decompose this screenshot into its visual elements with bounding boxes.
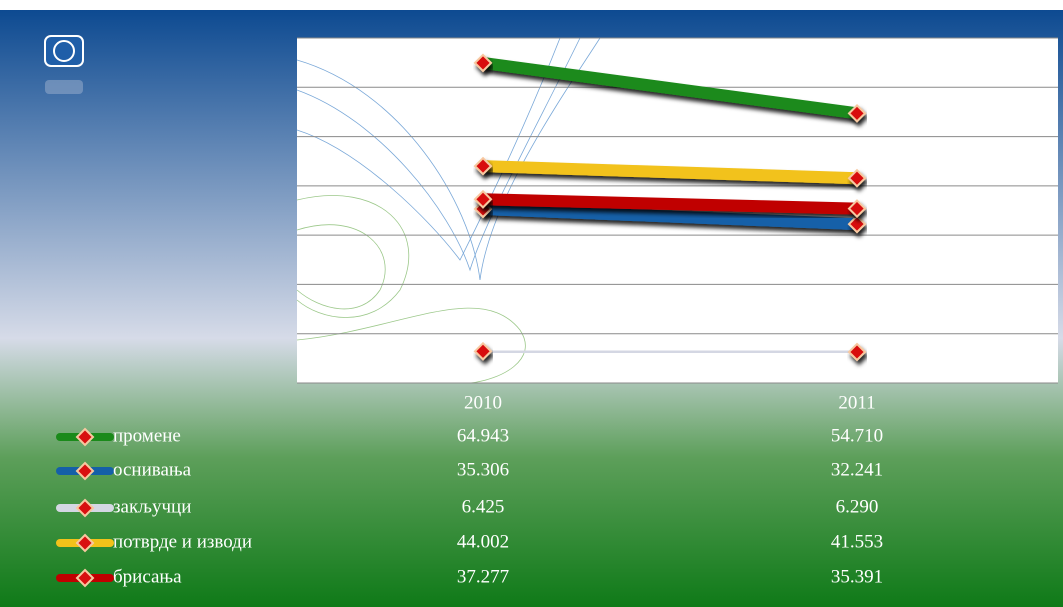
marker: [847, 168, 867, 188]
table-value: 37.277: [457, 566, 509, 587]
x-tick-label: 2010: [464, 392, 502, 413]
table-value: 6.425: [462, 496, 505, 517]
legend-marker: [75, 461, 95, 481]
table-value: 35.306: [457, 459, 509, 480]
legend-label: брисања: [113, 566, 182, 587]
series-line: [482, 160, 858, 185]
series-line: [482, 345, 858, 358]
marker: [847, 103, 867, 123]
table-value: 35.391: [831, 566, 883, 587]
marker: [473, 53, 493, 73]
series-line: [482, 56, 858, 120]
legend-marker: [75, 427, 95, 447]
decoration: [296, 37, 601, 384]
marker: [473, 341, 493, 361]
logo: [44, 35, 84, 94]
table-value: 41.553: [831, 531, 883, 552]
legend-label: промене: [113, 425, 181, 446]
legend-label: оснивања: [113, 459, 192, 480]
marker: [473, 156, 493, 176]
marker: [847, 199, 867, 218]
table-value: 44.002: [457, 531, 509, 552]
table-value: 32.241: [831, 459, 883, 480]
series-line: [482, 202, 858, 231]
legend-marker: [75, 568, 95, 588]
plot-area: [297, 38, 1058, 383]
series-line: [482, 193, 858, 215]
legend-label: закључци: [113, 496, 191, 517]
table-value: 6.290: [836, 496, 879, 517]
x-tick-label: 2011: [838, 392, 875, 413]
legend-label: потврде и изводи: [113, 531, 252, 552]
table-value: 64.943: [457, 425, 509, 446]
legend-marker: [75, 498, 95, 518]
legend-marker: [75, 533, 95, 553]
marker: [473, 189, 493, 209]
table-value: 54.710: [831, 425, 883, 446]
marker: [847, 342, 867, 362]
marker: [847, 214, 867, 234]
